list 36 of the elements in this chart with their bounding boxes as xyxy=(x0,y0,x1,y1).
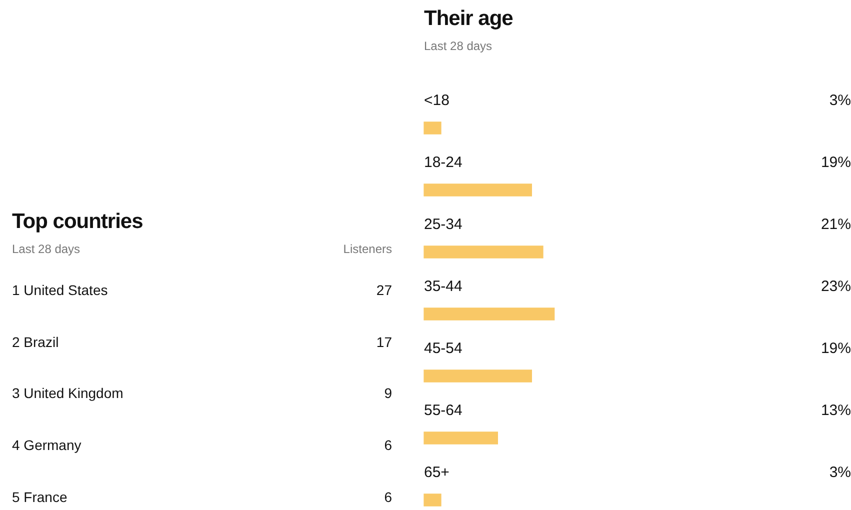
text: Listeners xyxy=(342,242,392,256)
text: Top countries xyxy=(12,210,143,234)
y-tick-label: 65+ xyxy=(424,464,450,482)
data-label: 3% xyxy=(829,464,851,482)
data-label: 27 xyxy=(376,282,392,298)
bar xyxy=(424,370,532,382)
bar xyxy=(424,308,555,320)
data-label: 3% xyxy=(829,92,851,110)
bar xyxy=(424,432,498,444)
bar xyxy=(424,122,442,134)
category-label: 3 United Kingdom xyxy=(12,385,124,402)
data-label: 9 xyxy=(384,385,392,402)
category-label: 2 Brazil xyxy=(12,334,59,350)
bar xyxy=(424,184,532,196)
data-label: 19% xyxy=(820,154,851,172)
y-tick-label: 45-54 xyxy=(424,340,462,358)
data-label: 13% xyxy=(820,402,851,420)
data-label: 23% xyxy=(820,278,851,296)
data-label: 17 xyxy=(376,334,392,350)
y-tick-label: 18-24 xyxy=(424,154,462,172)
text: Last 28 days xyxy=(12,242,80,256)
bar xyxy=(424,246,544,258)
data-label: 6 xyxy=(384,437,392,454)
data-label: 21% xyxy=(820,216,851,234)
y-tick-label: 55-64 xyxy=(424,402,462,420)
y-tick-label: 25-34 xyxy=(424,216,462,234)
data-label: 19% xyxy=(820,340,851,358)
y-tick-label: <18 xyxy=(424,92,450,110)
bar xyxy=(424,494,442,506)
category-label: 1 United States xyxy=(12,282,108,298)
y-tick-label: 35-44 xyxy=(424,278,462,296)
chart-subtitle: Last 28 days xyxy=(424,39,492,53)
category-label: 5 France xyxy=(12,488,68,505)
data-label: 6 xyxy=(384,488,392,505)
category-label: 4 Germany xyxy=(12,437,82,454)
chart-title: Their age xyxy=(424,7,513,31)
